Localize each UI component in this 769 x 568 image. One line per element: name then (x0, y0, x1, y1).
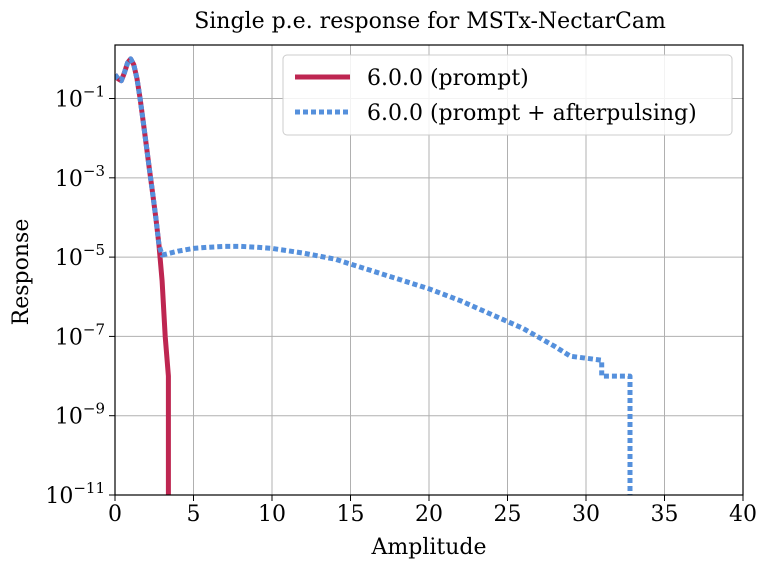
plot-lines (115, 56, 633, 495)
y-axis-label: Response (9, 219, 34, 326)
y-tick-label: 10−7 (55, 320, 105, 350)
x-tick-label: 5 (187, 502, 201, 527)
x-axis-label: Amplitude (370, 535, 486, 560)
x-tick-label: 20 (415, 502, 443, 527)
x-tick-label: 35 (651, 502, 679, 527)
legend-label-prompt: 6.0.0 (prompt) (367, 66, 529, 91)
legend: 6.0.0 (prompt) 6.0.0 (prompt + afterpuls… (282, 54, 733, 136)
chart-title: Single p.e. response for MSTx-NectarCam (194, 9, 666, 34)
x-tick-label: 0 (108, 502, 122, 527)
legend-box (282, 54, 733, 136)
x-tick-label: 10 (258, 502, 286, 527)
legend-label-afterpulsing: 6.0.0 (prompt + afterpulsing) (367, 101, 697, 126)
series-line-afterpulsing (115, 56, 633, 495)
x-axis-ticks: 0 5 10 15 20 25 30 35 40 (108, 495, 757, 527)
x-tick-label: 40 (729, 502, 757, 527)
y-tick-label: 10−11 (45, 479, 105, 509)
plot-frame (114, 44, 744, 496)
x-tick-label: 30 (572, 502, 600, 527)
x-tick-label: 15 (337, 502, 365, 527)
y-axis-ticks: 10−1 10−3 10−5 10−7 10−9 10−11 (45, 83, 115, 509)
y-tick-label: 10−9 (55, 400, 105, 430)
y-tick-label: 10−1 (55, 83, 105, 113)
x-tick-label: 25 (494, 502, 522, 527)
y-tick-label: 10−3 (55, 162, 105, 192)
y-tick-label: 10−5 (55, 241, 105, 271)
